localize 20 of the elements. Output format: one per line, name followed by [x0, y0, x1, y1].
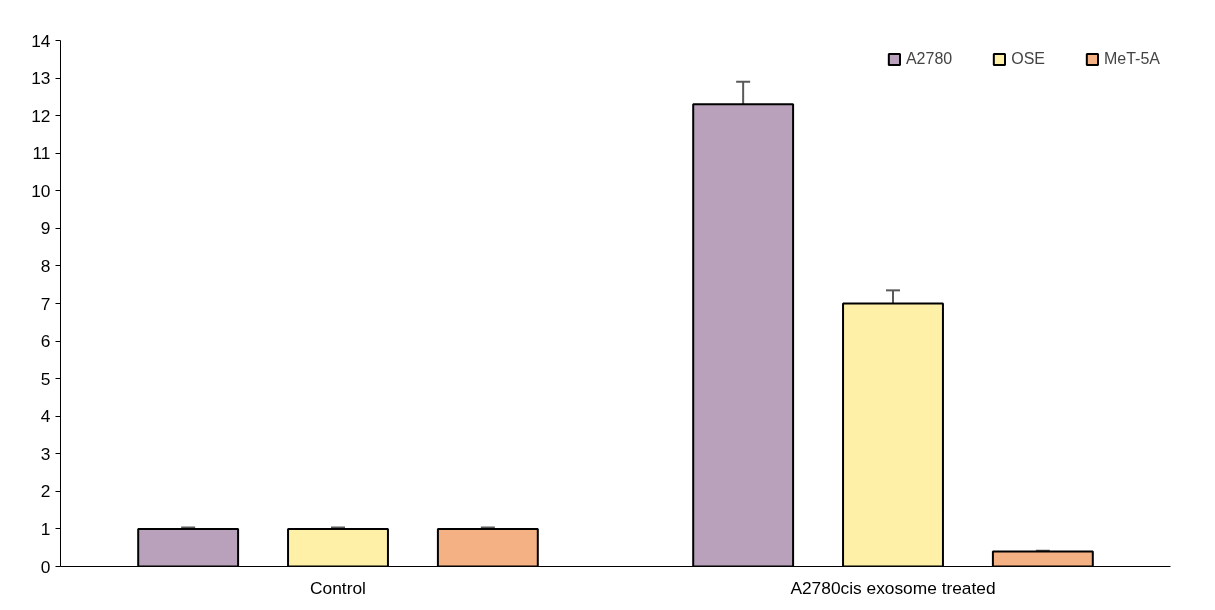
y-tick-label: 14 [31, 30, 51, 51]
legend-label: OSE [1011, 50, 1045, 68]
y-tick-label: 5 [40, 368, 51, 389]
y-tick-label: 3 [40, 443, 51, 464]
y-tick-label: 4 [40, 406, 51, 427]
x-tick-label: A2780cis exosome treated [790, 577, 996, 598]
legend-label: A2780 [905, 50, 953, 68]
y-tick-label: 7 [40, 293, 51, 314]
y-tick-label: 12 [31, 105, 51, 126]
y-tick-label: 9 [40, 218, 51, 239]
y-tick-label: 13 [31, 68, 51, 89]
y-tick-label: 11 [32, 143, 51, 164]
y-tick-label: 8 [40, 255, 51, 276]
y-tick-label: 10 [31, 180, 51, 201]
legend-label: MeT-5A [1103, 50, 1160, 68]
y-tick-label: 2 [40, 481, 51, 502]
y-tick-label: 6 [40, 331, 51, 352]
x-tick-label: Control [310, 577, 366, 598]
y-tick-label: 1 [40, 518, 51, 539]
y-tick-label: 0 [40, 556, 51, 577]
